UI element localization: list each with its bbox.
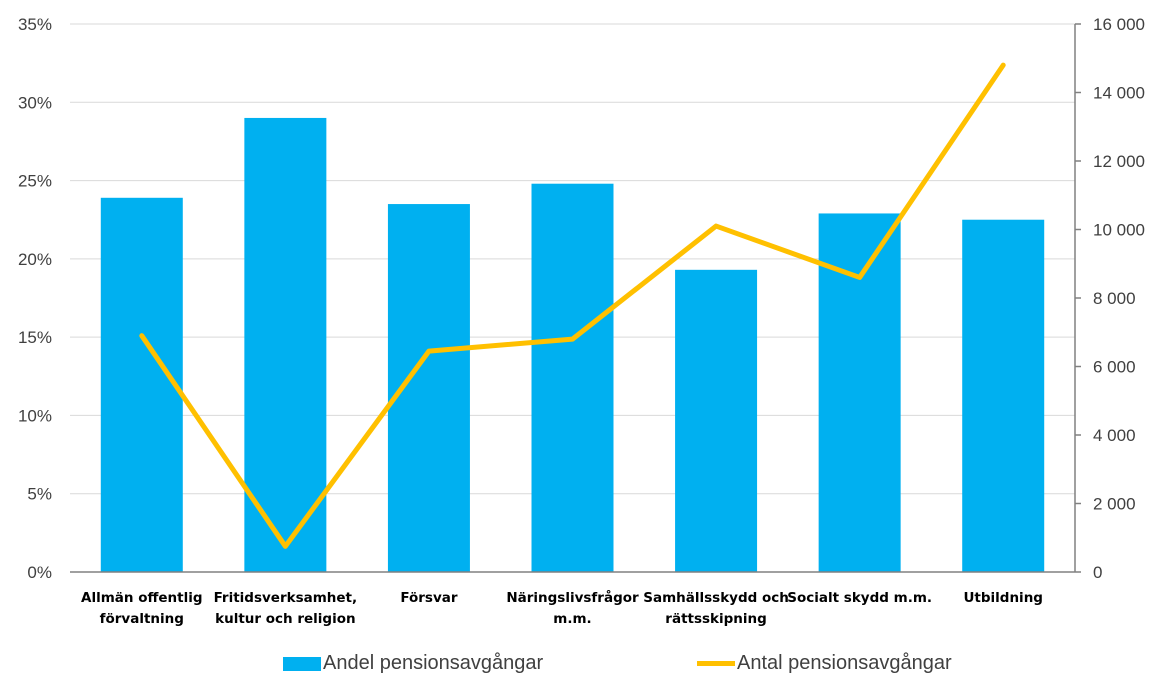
category-label: Försvar bbox=[400, 590, 458, 606]
right-axis-tick-label: 16 000 bbox=[1093, 15, 1145, 34]
right-axis-tick-label: 10 000 bbox=[1093, 221, 1145, 240]
category-label: m.m. bbox=[553, 611, 591, 627]
legend-label-bar: Andel pensionsavgångar bbox=[323, 652, 544, 674]
category-label: Utbildning bbox=[963, 590, 1043, 606]
bar bbox=[962, 219, 1045, 572]
category-label: rättsskipning bbox=[665, 611, 767, 627]
bar bbox=[675, 269, 758, 572]
left-axis-tick-labels: 0% 5% 10% 15% 20% 25% 30% 35% bbox=[18, 15, 52, 582]
left-axis-tick-label: 30% bbox=[18, 93, 52, 112]
right-axis-tick-label: 12 000 bbox=[1093, 152, 1145, 171]
category-label: Socialt skydd m.m. bbox=[787, 590, 932, 606]
right-axis-tick-label: 4 000 bbox=[1093, 426, 1136, 445]
legend-swatch-bar bbox=[283, 656, 321, 671]
left-axis-tick-label: 20% bbox=[18, 250, 52, 269]
legend-label-line: Antal pensionsavgångar bbox=[737, 652, 952, 674]
legend: Andel pensionsavgångar Antal pensionsavg… bbox=[0, 652, 1160, 682]
bar bbox=[531, 183, 614, 572]
category-label: Allmän offentlig bbox=[81, 590, 203, 606]
left-axis-tick-label: 0% bbox=[27, 563, 52, 582]
bar bbox=[244, 117, 327, 572]
left-axis-tick-label: 25% bbox=[18, 172, 52, 191]
right-axis-tick-label: 6 000 bbox=[1093, 358, 1136, 377]
legend-item-bar: Andel pensionsavgångar bbox=[283, 652, 543, 675]
axes bbox=[70, 23, 1081, 573]
legend-item-line: Antal pensionsavgångar bbox=[697, 652, 952, 675]
line-series bbox=[139, 62, 1006, 549]
left-axis-tick-label: 10% bbox=[18, 406, 52, 425]
category-labels: Allmän offentlig förvaltning Fritidsverksa… bbox=[81, 589, 1043, 627]
category-label: Fritidsverksamhet, bbox=[214, 590, 358, 606]
bar-series bbox=[100, 117, 1045, 573]
category-label: kultur och religion bbox=[215, 611, 355, 627]
line-path bbox=[139, 62, 1006, 549]
left-axis-tick-label: 5% bbox=[27, 485, 52, 504]
category-label: Samhällsskydd och bbox=[643, 590, 789, 606]
right-axis-tick-label: 14 000 bbox=[1093, 84, 1145, 103]
right-axis-tick-labels: 0 2 000 4 000 6 000 8 000 10 000 12 000 14 000 1… bbox=[1093, 15, 1145, 582]
category-label: förvaltning bbox=[100, 611, 184, 627]
left-axis-tick-label: 35% bbox=[18, 15, 52, 34]
right-axis-tick-label: 8 000 bbox=[1093, 289, 1136, 308]
left-axis-tick-label: 15% bbox=[18, 328, 52, 347]
right-axis-tick-label: 2 000 bbox=[1093, 495, 1136, 514]
category-label: Näringslivsfrågor bbox=[506, 589, 639, 606]
legend-swatch-line bbox=[697, 661, 735, 666]
right-axis-tick-label: 0 bbox=[1093, 563, 1102, 582]
bar bbox=[100, 197, 183, 572]
